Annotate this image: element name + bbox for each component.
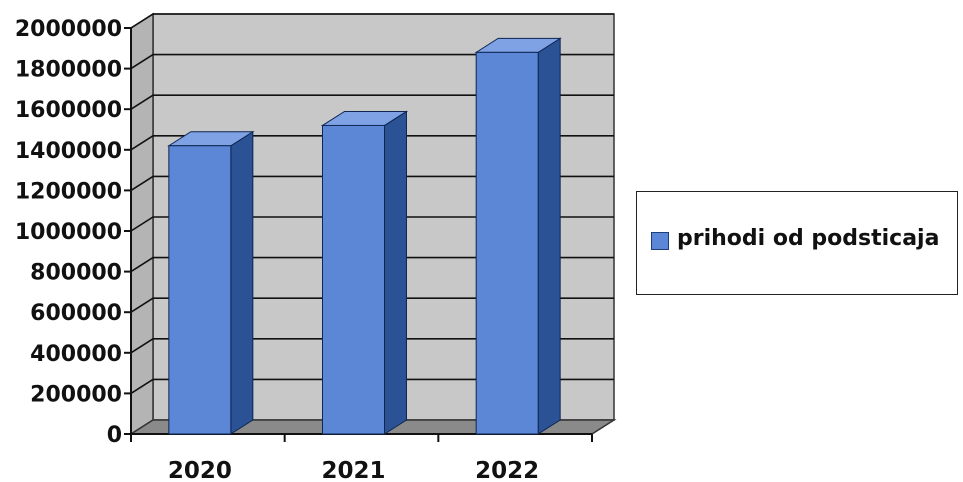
- bar: [167, 130, 255, 435]
- y-tick-label: 0: [107, 423, 122, 448]
- y-tick-label: 400000: [30, 342, 122, 367]
- y-tick-label: 1200000: [15, 179, 122, 204]
- bar-front: [322, 124, 385, 435]
- y-tick-label: 1000000: [15, 220, 122, 245]
- y-tick-label: 1600000: [15, 98, 122, 123]
- x-tick-label: 2020: [168, 458, 232, 482]
- gridline: [130, 13, 614, 29]
- bar-front: [475, 51, 539, 435]
- gridline: [130, 337, 614, 354]
- y-tick-label: 2000000: [15, 17, 122, 42]
- gridlines: [130, 13, 614, 395]
- gridline: [130, 94, 614, 110]
- legend: prihodi od podsticaja: [636, 191, 958, 295]
- gridline: [130, 256, 614, 273]
- x-tick-label: 2022: [475, 458, 539, 482]
- legend-swatch: [651, 232, 669, 250]
- bar-front: [168, 145, 232, 435]
- bar-side: [537, 37, 561, 435]
- gridline: [130, 216, 614, 232]
- y-tick-label: 200000: [30, 382, 122, 407]
- y-tick-label: 1400000: [15, 139, 122, 164]
- bars: [167, 37, 562, 435]
- y-tick-label: 1800000: [15, 58, 122, 83]
- bar-side: [384, 110, 407, 435]
- gridline: [130, 297, 614, 313]
- legend-label: prihodi od podsticaja: [677, 226, 940, 251]
- y-tick-label: 600000: [30, 301, 122, 326]
- bar: [320, 110, 409, 435]
- x-axis-labels: 2020 2021 2022: [130, 434, 593, 482]
- gridline: [130, 378, 614, 395]
- bar-side: [230, 130, 254, 435]
- x-tick-label: 2021: [321, 458, 385, 482]
- bar: [474, 37, 562, 435]
- y-axis: 0 200000 400000 600000 800000 1000000 1200000 1…: [15, 17, 592, 448]
- gridline: [130, 175, 614, 192]
- gridline: [130, 135, 614, 151]
- gridline: [130, 53, 614, 70]
- y-tick-label: 800000: [30, 261, 122, 286]
